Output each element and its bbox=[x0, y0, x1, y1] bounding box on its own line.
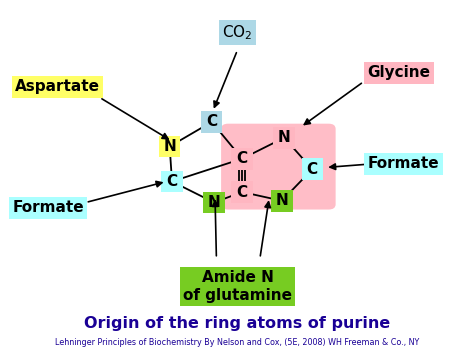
Text: N: N bbox=[278, 130, 291, 145]
Text: N: N bbox=[275, 193, 288, 208]
Text: Formate: Formate bbox=[368, 157, 439, 172]
FancyBboxPatch shape bbox=[221, 124, 336, 210]
Text: C: C bbox=[206, 114, 217, 130]
Text: C: C bbox=[237, 184, 248, 199]
FancyBboxPatch shape bbox=[301, 158, 323, 180]
FancyBboxPatch shape bbox=[161, 171, 183, 192]
Text: Formate: Formate bbox=[12, 200, 84, 215]
FancyBboxPatch shape bbox=[201, 111, 222, 133]
Text: Glycine: Glycine bbox=[367, 66, 430, 80]
Text: CO$_2$: CO$_2$ bbox=[222, 23, 253, 42]
Text: Aspartate: Aspartate bbox=[15, 79, 100, 94]
Text: Amide N
of glutamine: Amide N of glutamine bbox=[183, 271, 292, 303]
FancyBboxPatch shape bbox=[271, 190, 292, 212]
Text: N: N bbox=[163, 139, 176, 154]
Text: C: C bbox=[307, 162, 318, 177]
Text: Origin of the ring atoms of purine: Origin of the ring atoms of purine bbox=[84, 316, 391, 331]
FancyBboxPatch shape bbox=[203, 192, 225, 213]
Text: C: C bbox=[237, 151, 248, 166]
Text: Lehninger Principles of Biochemistry By Nelson and Cox, (5E, 2008) WH Freeman & : Lehninger Principles of Biochemistry By … bbox=[55, 337, 419, 346]
FancyBboxPatch shape bbox=[231, 181, 253, 203]
Text: C: C bbox=[166, 174, 178, 189]
FancyBboxPatch shape bbox=[273, 127, 295, 148]
FancyBboxPatch shape bbox=[159, 136, 181, 157]
Text: N: N bbox=[208, 195, 220, 210]
FancyBboxPatch shape bbox=[231, 148, 253, 169]
